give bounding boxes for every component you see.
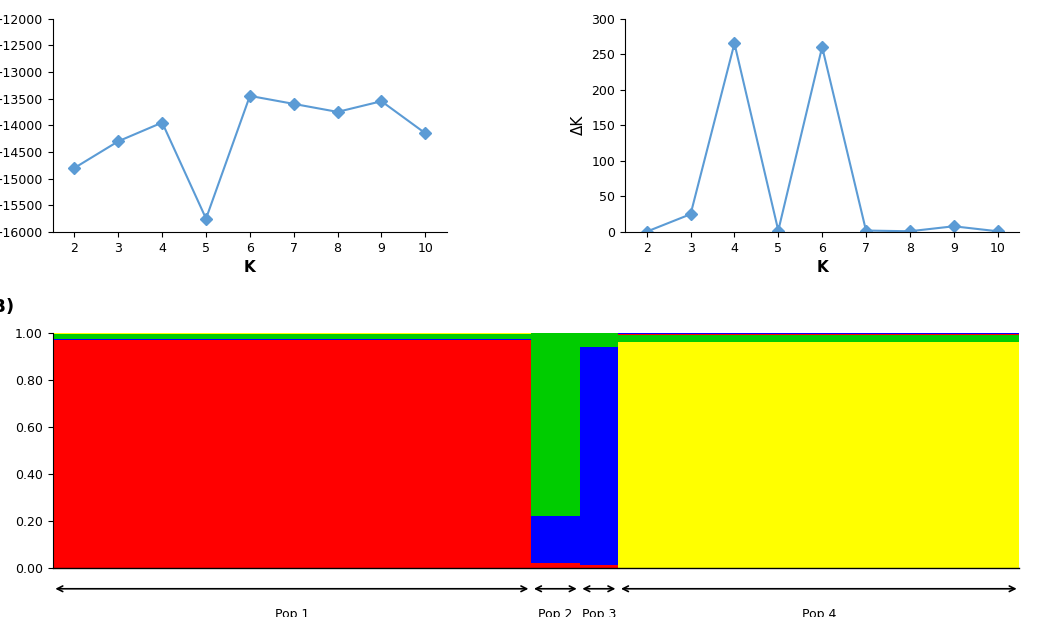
Bar [579,333,618,347]
Text: (B): (B) [0,297,15,316]
Bar [618,335,1019,342]
Text: Pop 3: Pop 3 [581,608,616,617]
Text: Pop 2: Pop 2 [538,608,573,617]
X-axis label: K: K [244,260,255,275]
Bar [53,333,531,334]
Bar [53,339,531,340]
Bar [579,347,618,565]
Bar [53,340,531,568]
Bar [531,516,579,563]
Text: Pop 1: Pop 1 [274,608,309,617]
Bar [618,333,1019,334]
X-axis label: K: K [817,260,828,275]
Bar [53,334,531,339]
Text: Pop 4: Pop 4 [802,608,836,617]
Y-axis label: ΔK: ΔK [571,115,585,135]
Bar [618,342,1019,568]
Bar [579,565,618,568]
Bar [531,333,579,516]
Bar [531,563,579,568]
Bar [618,334,1019,335]
